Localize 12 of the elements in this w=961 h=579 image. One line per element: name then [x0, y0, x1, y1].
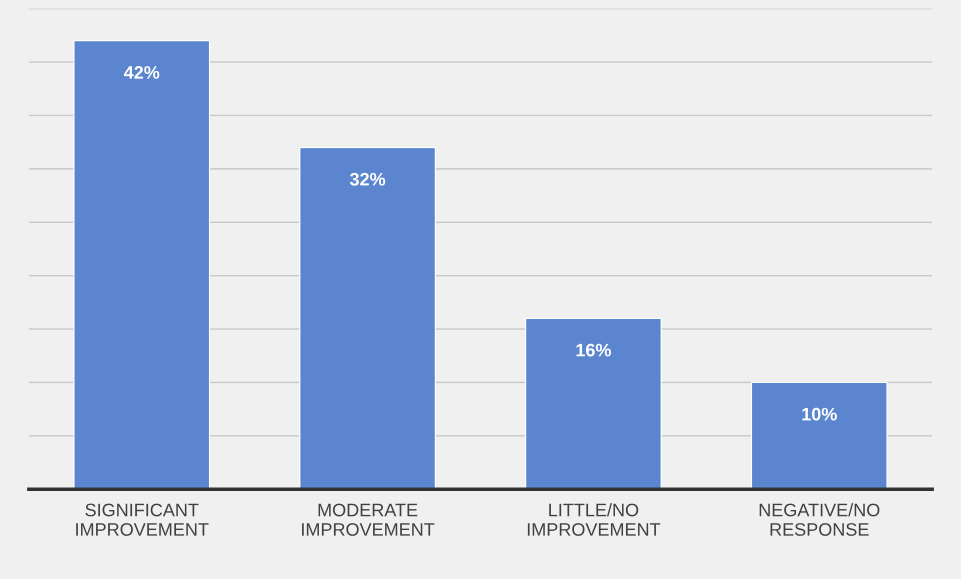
bar	[73, 40, 210, 490]
x-tick-label: LITTLE/NO IMPROVEMENT	[528, 503, 660, 536]
bar	[750, 382, 888, 490]
data-label: 32%	[350, 172, 386, 186]
data-label: 42%	[124, 66, 160, 79]
x-tick-label: MODERATE IMPROVEMENT	[302, 504, 434, 536]
x-tick-label: NEGATIVE/NO RESPONSE	[760, 503, 880, 536]
bar	[525, 318, 662, 490]
x-tick-label: SIGNIFICANT IMPROVEMENT	[76, 504, 209, 536]
data-label: 10%	[802, 408, 837, 421]
bar	[299, 146, 436, 490]
data-label: 16%	[576, 344, 612, 356]
